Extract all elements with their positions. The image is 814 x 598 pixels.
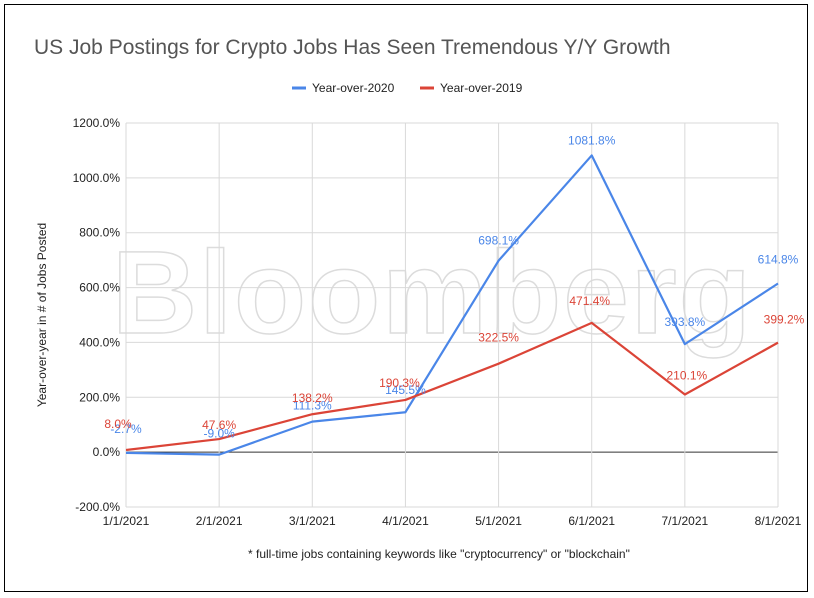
legend-label: Year-over-2019 xyxy=(440,81,523,95)
series-line-year-over-2020 xyxy=(125,154,779,456)
data-label: 399.2% xyxy=(764,313,805,327)
y-tick-label: 600.0% xyxy=(79,281,120,295)
y-tick-label: 200.0% xyxy=(79,390,120,404)
chart-frame xyxy=(4,4,808,592)
data-label: 614.8% xyxy=(758,253,799,267)
chart-title: US Job Postings for Crypto Jobs Has Seen… xyxy=(34,36,671,59)
y-tick-label: 0.0% xyxy=(93,445,121,459)
series-line-year-over-2019 xyxy=(125,321,779,452)
data-label: 393.8% xyxy=(665,315,706,329)
data-label: 8.0% xyxy=(104,417,132,431)
data-label: 111.3% xyxy=(293,399,332,413)
data-label: 471.4% xyxy=(569,294,610,308)
y-tick-label: -200.0% xyxy=(75,500,120,514)
chart-footnote: * full-time jobs containing keywords lik… xyxy=(248,547,630,561)
y-tick-label: 800.0% xyxy=(79,226,120,240)
y-tick-label: 1200.0% xyxy=(73,116,121,130)
data-label: 47.6% xyxy=(202,418,236,432)
data-label: 138.2% xyxy=(292,391,333,405)
data-label: 145.5% xyxy=(385,383,426,397)
data-label: -2.7% xyxy=(110,422,142,436)
x-tick-label: 2/1/2021 xyxy=(196,514,243,528)
x-tick-label: 8/1/2021 xyxy=(755,514,802,528)
x-tick-label: 4/1/2021 xyxy=(382,514,429,528)
x-tick-label: 5/1/2021 xyxy=(475,514,522,528)
data-label: 190.3% xyxy=(379,376,420,390)
x-tick-label: 7/1/2021 xyxy=(661,514,708,528)
data-label: 210.1% xyxy=(667,369,708,383)
data-label: 698.1% xyxy=(478,234,519,248)
x-tick-label: 3/1/2021 xyxy=(289,514,336,528)
legend-label: Year-over-2020 xyxy=(312,81,395,95)
data-label: -9.0% xyxy=(203,427,235,441)
y-tick-label: 400.0% xyxy=(79,335,120,349)
data-label: 322.5% xyxy=(478,331,519,345)
y-axis-title: Year-over-year in # of Jobs Posted xyxy=(35,223,49,407)
x-tick-label: 1/1/2021 xyxy=(103,514,150,528)
data-label: 1081.8% xyxy=(568,133,616,147)
watermark-text: Bloomberg xyxy=(112,227,753,359)
y-tick-label: 1000.0% xyxy=(73,171,121,185)
x-tick-label: 6/1/2021 xyxy=(568,514,615,528)
